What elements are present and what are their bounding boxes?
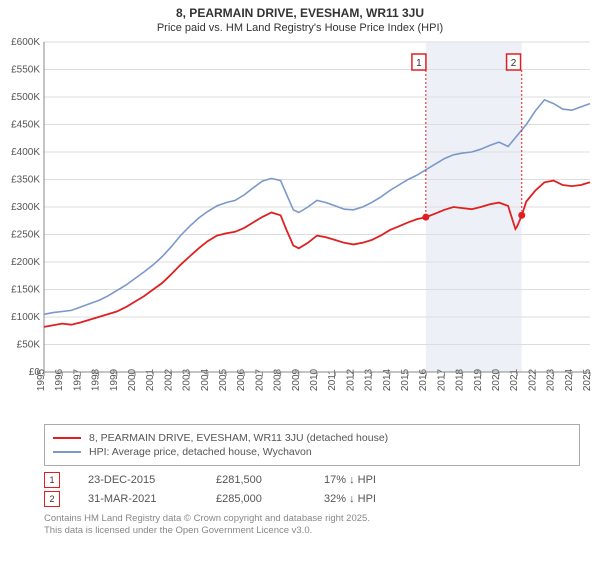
footer-line: Contains HM Land Registry data © Crown c… (44, 513, 580, 525)
svg-text:£100K: £100K (11, 312, 40, 323)
tx-price: £285,000 (216, 493, 296, 505)
svg-text:£600K: £600K (11, 38, 40, 48)
footer-attribution: Contains HM Land Registry data © Crown c… (44, 513, 580, 538)
legend-swatch (53, 451, 81, 453)
chart-subtitle: Price paid vs. HM Land Registry's House … (0, 22, 600, 34)
chart-area: £0£50K£100K£150K£200K£250K£300K£350K£400… (0, 38, 600, 418)
svg-text:£550K: £550K (11, 65, 40, 76)
legend-label: 8, PEARMAIN DRIVE, EVESHAM, WR11 3JU (de… (89, 432, 388, 444)
chart-title: 8, PEARMAIN DRIVE, EVESHAM, WR11 3JU (0, 6, 600, 20)
svg-text:£350K: £350K (11, 175, 40, 186)
svg-text:£300K: £300K (11, 202, 40, 213)
legend-label: HPI: Average price, detached house, Wych… (89, 446, 312, 458)
footer-line: This data is licensed under the Open Gov… (44, 525, 580, 537)
transactions-table: 1 23-DEC-2015 £281,500 17% ↓ HPI 2 31-MA… (44, 472, 580, 507)
svg-text:£200K: £200K (11, 257, 40, 268)
legend-item: 8, PEARMAIN DRIVE, EVESHAM, WR11 3JU (de… (53, 432, 571, 444)
tx-date: 23-DEC-2015 (88, 474, 188, 486)
svg-text:2: 2 (511, 58, 517, 69)
tx-price: £281,500 (216, 474, 296, 486)
legend-swatch (53, 437, 81, 439)
svg-text:1: 1 (416, 58, 422, 69)
svg-text:£400K: £400K (11, 147, 40, 158)
tx-date: 31-MAR-2021 (88, 493, 188, 505)
legend-box: 8, PEARMAIN DRIVE, EVESHAM, WR11 3JU (de… (44, 424, 580, 466)
legend-item: HPI: Average price, detached house, Wych… (53, 446, 571, 458)
tx-marker-box: 2 (44, 491, 60, 507)
svg-text:£500K: £500K (11, 92, 40, 103)
table-row: 2 31-MAR-2021 £285,000 32% ↓ HPI (44, 491, 580, 507)
svg-text:£50K: £50K (17, 340, 41, 351)
tx-marker-box: 1 (44, 472, 60, 488)
svg-text:£150K: £150K (11, 285, 40, 296)
svg-text:£250K: £250K (11, 230, 40, 241)
svg-text:£450K: £450K (11, 120, 40, 131)
table-row: 1 23-DEC-2015 £281,500 17% ↓ HPI (44, 472, 580, 488)
line-chart: £0£50K£100K£150K£200K£250K£300K£350K£400… (0, 38, 600, 418)
tx-delta: 17% ↓ HPI (324, 474, 434, 486)
tx-delta: 32% ↓ HPI (324, 493, 434, 505)
